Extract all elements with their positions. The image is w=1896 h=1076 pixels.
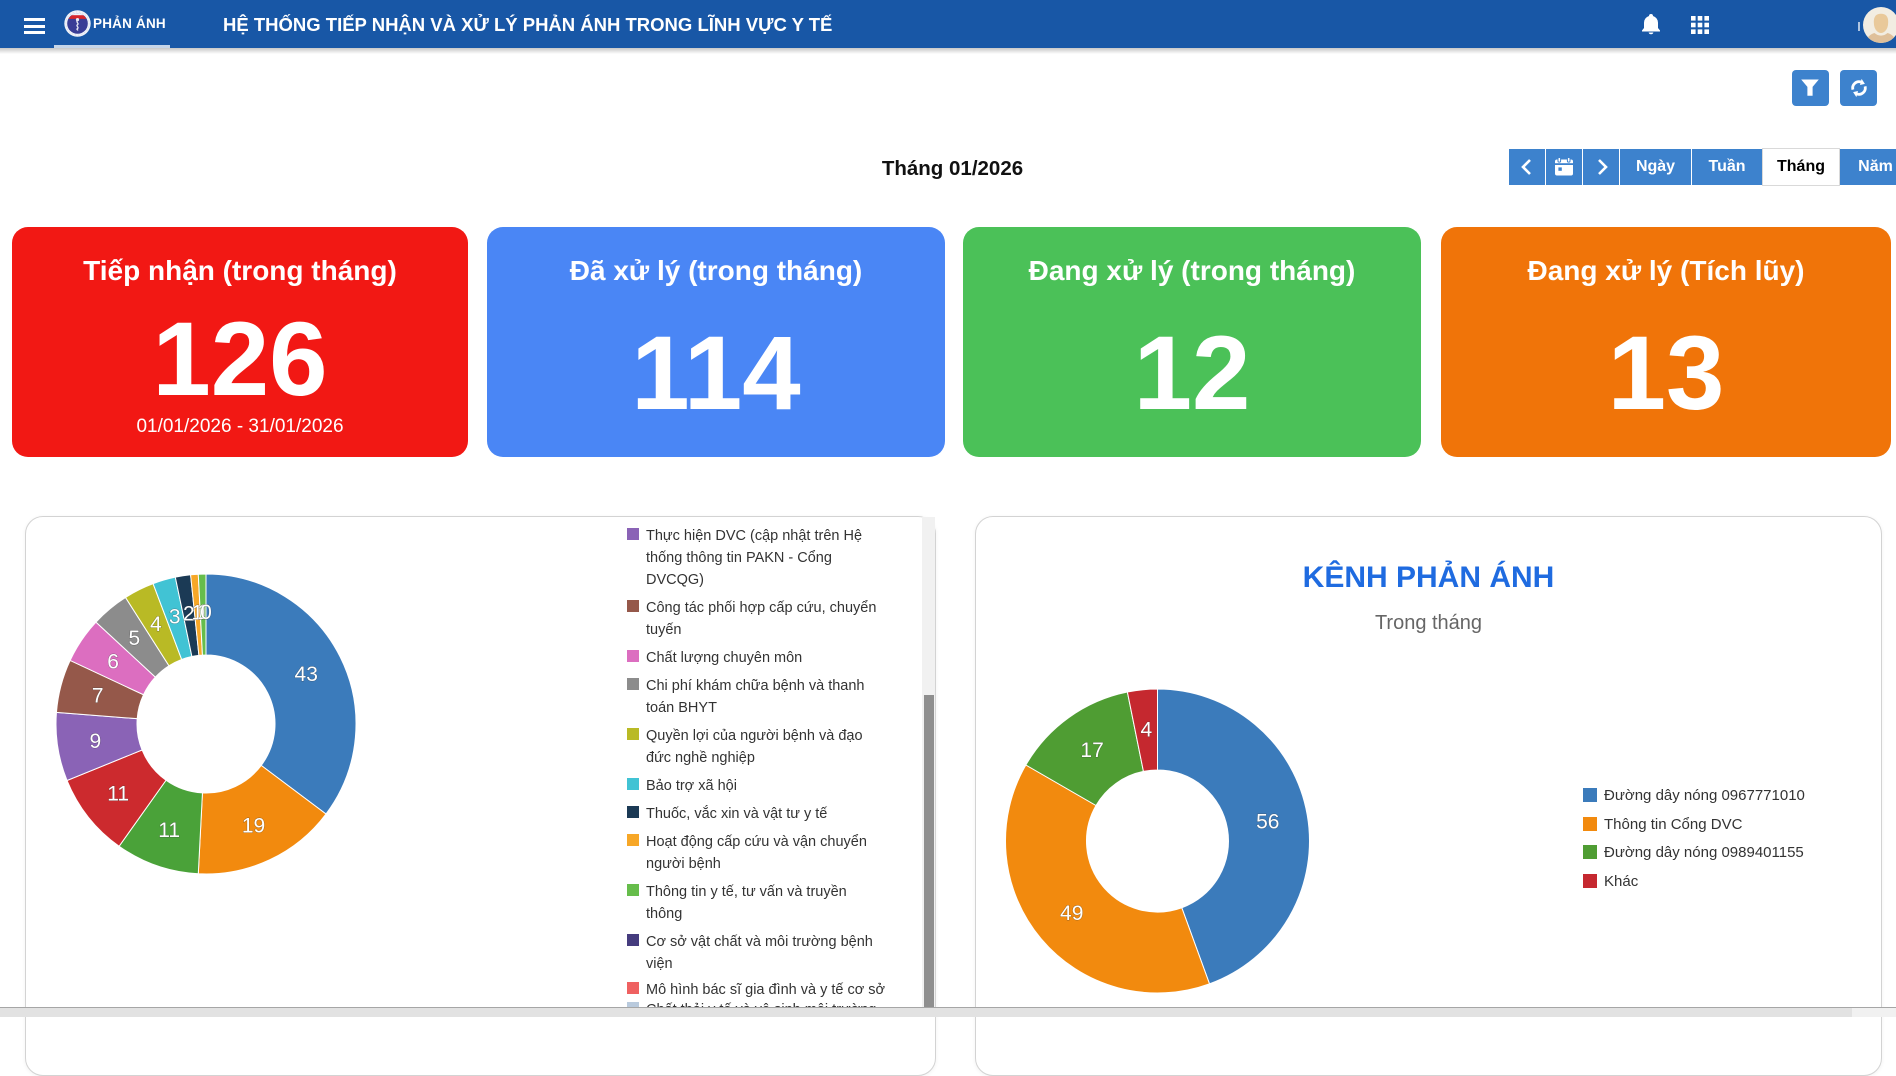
svg-text:17: 17	[1080, 739, 1103, 762]
svg-text:4: 4	[150, 613, 162, 636]
svg-text:1: 1	[192, 601, 204, 624]
svg-text:11: 11	[158, 819, 180, 842]
svg-text:49: 49	[1060, 902, 1083, 925]
svg-text:4: 4	[1140, 719, 1152, 742]
svg-text:2: 2	[183, 602, 195, 625]
svg-text:0: 0	[200, 601, 212, 624]
svg-text:43: 43	[295, 663, 318, 686]
svg-text:5: 5	[128, 627, 140, 650]
svg-text:19: 19	[242, 814, 265, 837]
svg-text:9: 9	[89, 730, 101, 753]
svg-text:1: 1	[197, 601, 209, 624]
svg-text:11: 11	[107, 783, 129, 806]
svg-text:6: 6	[107, 651, 119, 674]
svg-text:7: 7	[92, 685, 104, 708]
svg-text:3: 3	[169, 606, 181, 629]
svg-text:56: 56	[1256, 811, 1279, 834]
